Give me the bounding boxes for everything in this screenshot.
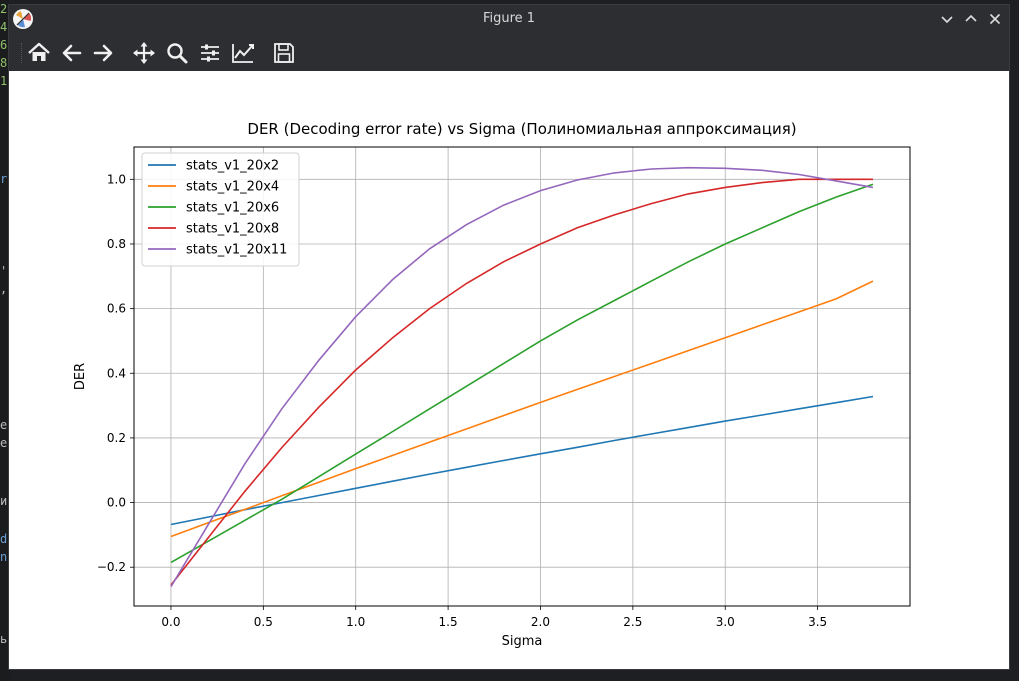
y-tick-label: 0.4 <box>107 366 126 380</box>
x-tick-label: 1.0 <box>346 615 365 629</box>
x-tick-label: 1.5 <box>439 615 458 629</box>
home-icon[interactable] <box>26 40 52 66</box>
figure-canvas: 0.0 0.5 1.0 1.5 2.0 2.5 3.0 3.5 −0.2 0.0 0.2 0.4 0.6… <box>9 71 1009 669</box>
customize-icon[interactable] <box>230 40 256 66</box>
back-arrow-icon[interactable] <box>59 40 85 66</box>
window-title: Figure 1 <box>482 11 536 26</box>
legend-label: stats_v1_20x2 <box>186 159 279 174</box>
edge-char: 4 <box>0 20 8 34</box>
x-axis-label: Sigma <box>502 634 543 649</box>
title-bar: Figure 1 <box>9 5 1009 33</box>
axis-ticks: 0.0 0.5 1.0 1.5 2.0 2.5 3.0 3.5 −0.2 0.0 0.2 0.4 0.6… <box>97 172 827 629</box>
minimize-icon[interactable] <box>937 9 957 29</box>
zoom-icon[interactable] <box>164 40 190 66</box>
series-line-stats_v1_20x4 <box>170 280 874 538</box>
series-line-stats_v1_20x11 <box>170 166 874 588</box>
chart-svg: 0.0 0.5 1.0 1.5 2.0 2.5 3.0 3.5 −0.2 0.0 0.2 0.4 0.6… <box>73 120 911 649</box>
plot-lines <box>170 166 874 588</box>
legend-label: stats_v1_20x11 <box>186 243 287 258</box>
subplots-icon[interactable] <box>197 40 223 66</box>
y-tick-label: 0.8 <box>107 237 126 251</box>
y-tick-label: 0.6 <box>107 302 126 316</box>
x-tick-label: 2.0 <box>531 615 550 629</box>
legend-label: stats_v1_20x4 <box>186 180 279 195</box>
close-icon[interactable] <box>985 9 1005 29</box>
edge-char: e <box>0 418 8 432</box>
edge-char: 1 <box>0 74 8 88</box>
legend-label: stats_v1_20x8 <box>186 222 279 237</box>
x-tick-label: 3.5 <box>808 615 827 629</box>
x-tick-label: 2.5 <box>623 615 642 629</box>
pan-icon[interactable] <box>131 40 157 66</box>
x-tick-label: 0.5 <box>254 615 273 629</box>
figure-window: Figure 1 <box>8 4 1010 670</box>
edge-char: ь <box>0 632 8 646</box>
navigation-toolbar <box>9 33 1009 72</box>
legend-label: stats_v1_20x6 <box>186 201 279 216</box>
chart-title: DER (Decoding error rate) vs Sigma (Поли… <box>247 120 796 138</box>
forward-arrow-icon[interactable] <box>90 40 116 66</box>
series-line-stats_v1_20x8 <box>170 178 873 586</box>
edge-char: 6 <box>0 38 8 52</box>
edge-char: 2 <box>0 2 8 16</box>
edge-char: d <box>0 532 8 546</box>
edge-char: , <box>0 282 8 296</box>
y-tick-label: 1.0 <box>107 172 126 186</box>
edge-char: и <box>0 494 8 508</box>
axes-frame <box>133 146 911 607</box>
legend-box <box>141 152 300 267</box>
background-terminal-strip: 2 4 6 8 1 r ', e e и d n ь <box>0 0 10 681</box>
save-icon[interactable] <box>271 40 297 66</box>
y-tick-label: 0.2 <box>107 431 126 445</box>
series-line-stats_v1_20x2 <box>170 395 874 526</box>
x-tick-label: 3.0 <box>716 615 735 629</box>
y-tick-label: −0.2 <box>97 560 126 574</box>
y-tick-label: 0.0 <box>107 496 126 510</box>
series-line-stats_v1_20x6 <box>170 183 874 564</box>
grid <box>134 147 910 606</box>
edge-char: e <box>0 436 8 450</box>
edge-char: ' <box>0 264 8 278</box>
toolbar-grip <box>21 43 26 63</box>
maximize-icon[interactable] <box>961 9 981 29</box>
x-tick-label: 0.0 <box>161 615 180 629</box>
y-axis-label: DER <box>73 363 88 390</box>
edge-char: n <box>0 550 8 564</box>
edge-char: 8 <box>0 56 8 70</box>
legend: stats_v1_20x2 stats_v1_20x4 stats_v1_20x6s… <box>141 152 300 267</box>
edge-char: r <box>0 172 8 186</box>
app-icon <box>13 9 33 29</box>
